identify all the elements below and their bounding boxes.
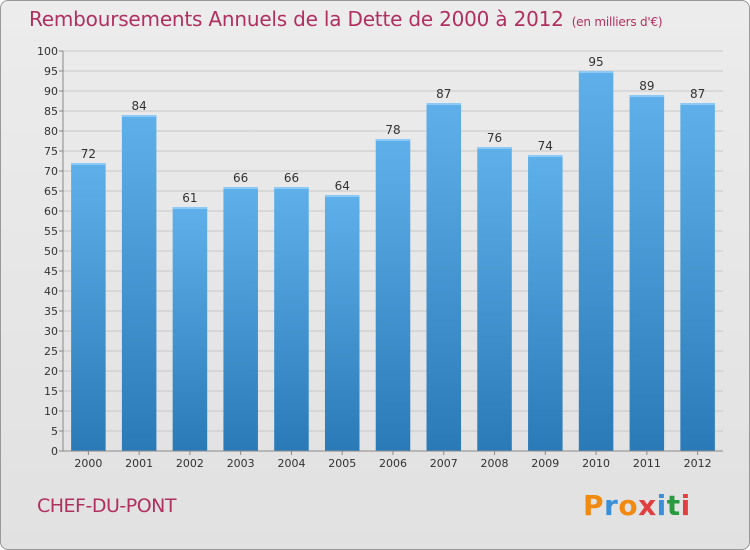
bar-2012	[680, 103, 715, 451]
bar-highlight	[223, 187, 258, 189]
x-tick-label: 2012	[684, 457, 712, 470]
x-tick-label: 2004	[277, 457, 305, 470]
y-tick-label: 45	[44, 265, 58, 278]
data-label: 72	[81, 147, 96, 161]
bar-2010	[578, 71, 614, 451]
y-tick-label: 55	[44, 225, 58, 238]
bar-highlight	[172, 207, 208, 209]
bar-2004	[274, 187, 309, 451]
data-label: 61	[182, 191, 197, 205]
bar-highlight	[375, 139, 411, 141]
x-tick-label: 2009	[531, 457, 559, 470]
x-tick-label: 2005	[328, 457, 356, 470]
bars	[71, 71, 715, 451]
y-tick-label: 80	[44, 125, 58, 138]
x-tick-label: 2001	[125, 457, 153, 470]
bar-2009	[528, 155, 563, 451]
bar-highlight	[528, 155, 563, 157]
data-label: 95	[588, 55, 603, 69]
x-tick-label: 2007	[430, 457, 458, 470]
bar-2008	[477, 147, 512, 451]
bar-highlight	[477, 147, 512, 149]
x-tick-label: 2002	[176, 457, 204, 470]
data-label: 84	[132, 99, 147, 113]
y-tick-label: 10	[44, 405, 58, 418]
y-tick-label: 100	[37, 45, 58, 58]
x-tick-label: 2011	[633, 457, 661, 470]
bar-2000	[71, 163, 106, 451]
y-tick-label: 65	[44, 185, 58, 198]
bar-2011	[629, 95, 665, 451]
data-label: 64	[335, 179, 350, 193]
data-labels: 72 84 61 66 66 64 78 87 76 74 95 89 87	[81, 55, 706, 205]
y-tick-label: 15	[44, 385, 58, 398]
x-tick-label: 2003	[227, 457, 255, 470]
data-label: 87	[436, 87, 451, 101]
y-tick-label: 95	[44, 65, 58, 78]
data-label: 76	[487, 131, 502, 145]
data-label: 87	[690, 87, 705, 101]
commune-name: CHEF-DU-PONT	[37, 495, 176, 517]
data-label: 78	[385, 123, 400, 137]
y-tick-label: 75	[44, 145, 58, 158]
y-tick-label: 0	[51, 445, 58, 458]
y-tick-label: 40	[44, 285, 58, 298]
bar-highlight	[629, 95, 665, 97]
unit-label: (en milliers d'€)	[571, 15, 663, 29]
y-tick-label: 70	[44, 165, 58, 178]
proxiti-logo: Proxiti	[583, 489, 691, 522]
bar-2003	[223, 187, 258, 451]
bar-2001	[121, 115, 157, 451]
x-tick-label: 2010	[582, 457, 610, 470]
y-tick-label: 25	[44, 345, 58, 358]
x-axis: 2000 2001 2002 2003 2004 2005 2006 2007 2008 2009…	[63, 450, 723, 470]
y-tick-label: 20	[44, 365, 58, 378]
x-tick-label: 2006	[379, 457, 407, 470]
data-label: 89	[639, 79, 654, 93]
bar-highlight	[71, 163, 106, 165]
data-label: 74	[538, 139, 553, 153]
x-tick-label: 2000	[74, 457, 102, 470]
x-tick-label: 2008	[481, 457, 509, 470]
bar-highlight	[324, 195, 360, 197]
y-tick-label: 85	[44, 105, 58, 118]
bar-highlight	[274, 187, 309, 189]
title-text: Remboursements Annuels de la Dette de 20…	[29, 7, 564, 31]
data-label: 66	[284, 171, 299, 185]
y-tick-label: 5	[51, 425, 58, 438]
bar-highlight	[121, 115, 157, 117]
bar-highlight	[426, 103, 462, 105]
bar-2002	[172, 207, 208, 451]
bar-highlight	[578, 71, 614, 73]
y-tick-label: 50	[44, 245, 58, 258]
y-tick-label: 60	[44, 205, 58, 218]
y-tick-label: 35	[44, 305, 58, 318]
chart-title: Remboursements Annuels de la Dette de 20…	[29, 7, 663, 31]
y-tick-label: 30	[44, 325, 58, 338]
bar-2006	[375, 139, 411, 451]
bar-2005	[324, 195, 360, 451]
y-axis: 0 5 10 15 20 25 30 35 40 45 50 55 60 65 70 75 80 85 90 95 10…	[37, 45, 64, 458]
data-label: 66	[233, 171, 248, 185]
y-tick-label: 90	[44, 85, 58, 98]
bar-highlight	[680, 103, 715, 105]
bar-2007	[426, 103, 462, 451]
